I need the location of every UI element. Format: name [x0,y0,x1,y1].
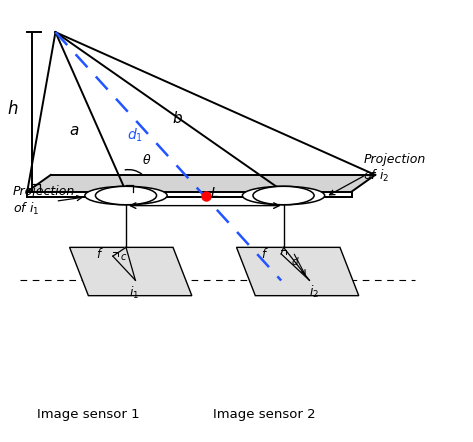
Text: $c$: $c$ [120,252,127,262]
Text: Image sensor 2: Image sensor 2 [213,408,316,421]
Text: Image sensor 1: Image sensor 1 [37,408,140,421]
Ellipse shape [253,186,314,205]
Ellipse shape [242,186,324,205]
Text: $i_1$: $i_1$ [129,285,140,301]
Text: $\theta$: $\theta$ [141,153,151,168]
Text: $d_1$: $d_1$ [127,127,143,144]
Ellipse shape [85,186,167,205]
Text: $h$: $h$ [8,100,19,118]
Text: Projection
of $i_1$: Projection of $i_1$ [13,186,75,217]
Polygon shape [70,248,192,296]
Ellipse shape [96,186,157,205]
Text: $f$: $f$ [261,247,269,261]
Text: $d$: $d$ [291,255,299,267]
Polygon shape [113,248,135,280]
Text: $L$: $L$ [210,187,219,200]
Text: $a$: $a$ [69,123,79,138]
Polygon shape [27,175,375,191]
Text: Projection
of $i_2$: Projection of $i_2$ [363,152,426,184]
Text: $i_2$: $i_2$ [309,284,319,300]
Polygon shape [236,248,359,296]
Polygon shape [281,248,309,280]
Text: $f$: $f$ [96,247,104,261]
Text: $b$: $b$ [172,110,183,126]
